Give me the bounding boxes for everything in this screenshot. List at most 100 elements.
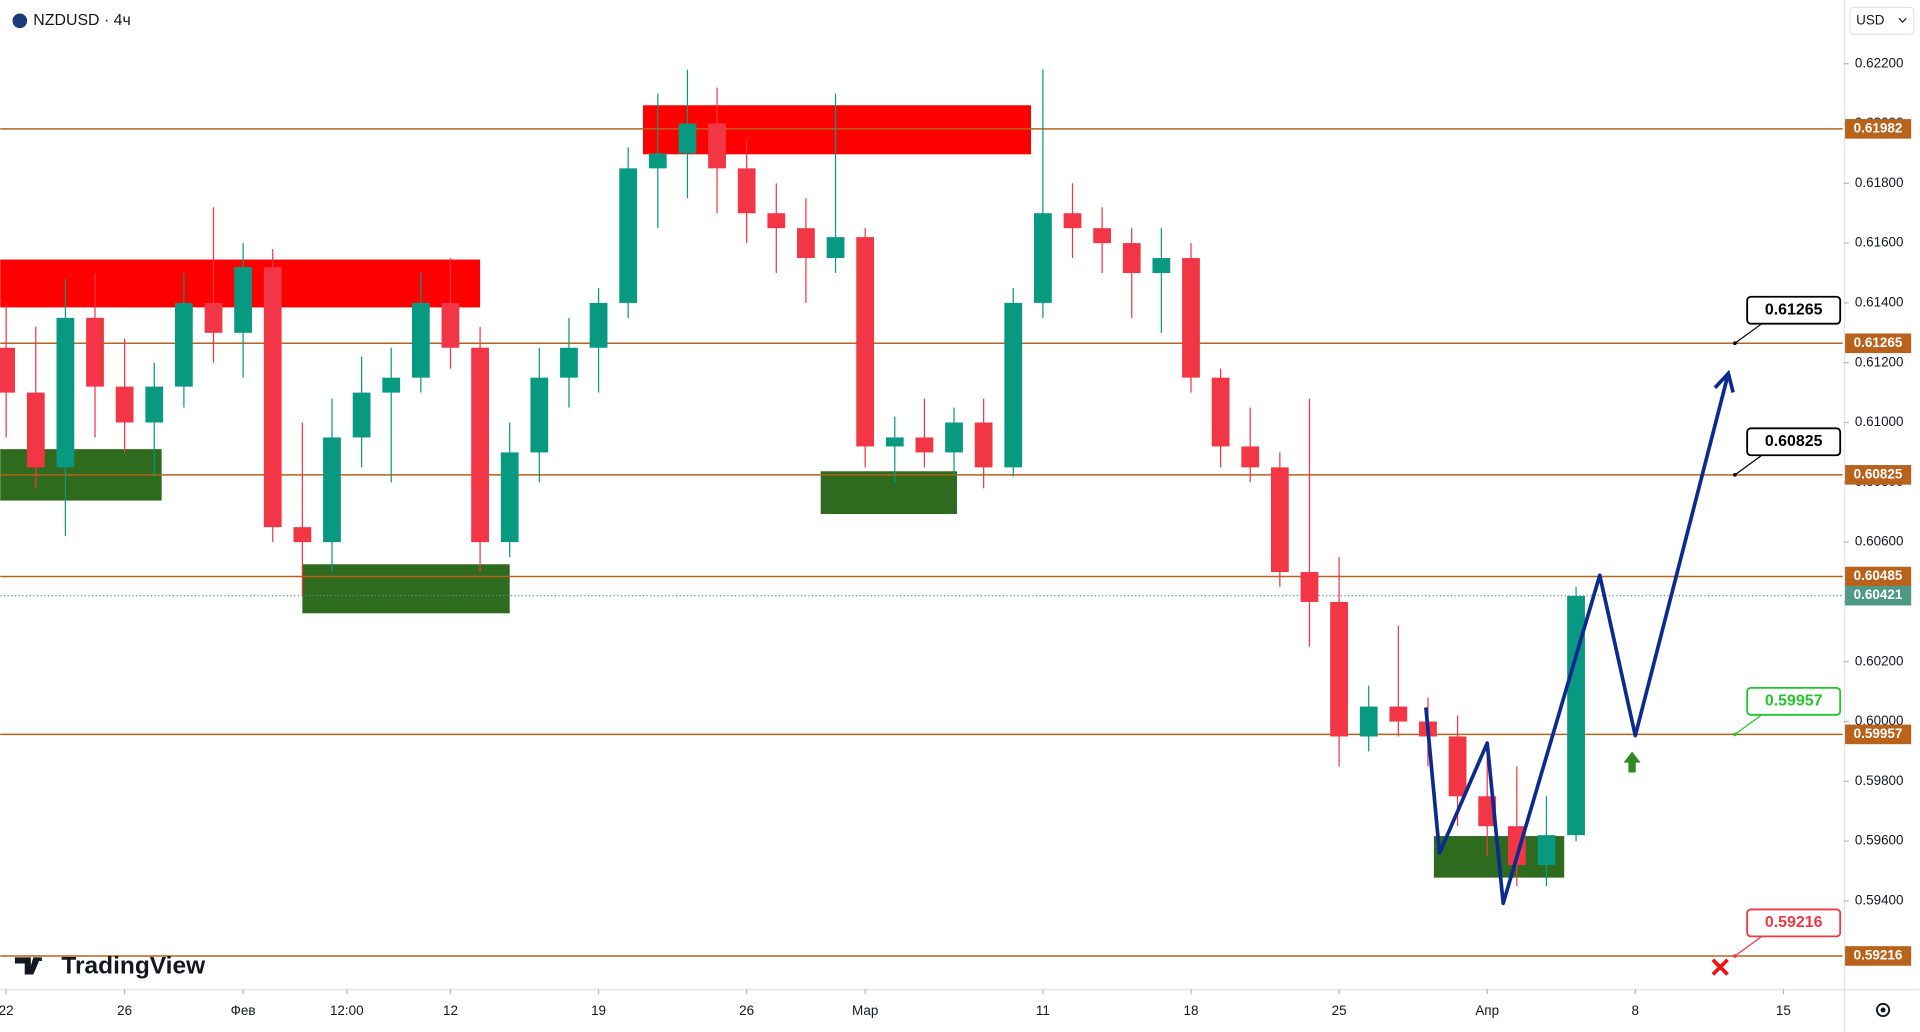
- dropdown-icon: [1898, 17, 1907, 23]
- y-tick-label: 0.61000: [1855, 414, 1904, 429]
- y-tick-label: 0.60600: [1855, 534, 1904, 549]
- callout-label: 0.59957: [1765, 693, 1823, 710]
- candle-body: [115, 386, 134, 423]
- candle-body: [0, 347, 16, 393]
- level-axis-label: 0.60825: [1854, 466, 1903, 481]
- callout-leader: [1734, 323, 1763, 344]
- candle-body: [471, 347, 489, 543]
- candle-body: [1241, 446, 1260, 468]
- candle-body: [1537, 835, 1556, 866]
- candle-body: [1448, 736, 1467, 797]
- candle-body: [1063, 213, 1082, 229]
- callout-box: [1746, 295, 1842, 325]
- candle-body: [1004, 302, 1023, 468]
- candle-body: [737, 168, 756, 214]
- x-tick-label: 25: [1332, 1003, 1347, 1018]
- level-axis-box: [1845, 946, 1912, 966]
- callout-box: [1746, 908, 1842, 938]
- callout-dot: [1733, 473, 1737, 477]
- candle-body: [1270, 467, 1289, 573]
- candle-body: [382, 377, 401, 393]
- candle-body: [323, 437, 341, 543]
- level-axis-label: 0.59957: [1854, 726, 1903, 741]
- candle-body: [619, 168, 638, 303]
- level-axis-label: 0.61982: [1854, 120, 1903, 135]
- callout-label: 0.60825: [1765, 433, 1823, 450]
- x-tick-label: Апр: [1475, 1003, 1499, 1018]
- last-price-label: 0.60421: [1854, 587, 1903, 602]
- watermark: TradingView: [61, 953, 206, 980]
- x-tick-label: Мар: [852, 1003, 878, 1018]
- candle-body: [1300, 572, 1319, 602]
- candle-body: [204, 302, 223, 333]
- x-tick-label: 12: [443, 1003, 458, 1018]
- level-axis-box: [1845, 333, 1912, 354]
- level-axis-label: 0.61265: [1854, 335, 1903, 350]
- candle-body: [1152, 258, 1171, 274]
- callout-dot: [1733, 732, 1737, 737]
- level-axis-box: [1845, 465, 1912, 485]
- callout-label: 0.59216: [1765, 914, 1823, 931]
- x-tick-label: 18: [1184, 1003, 1199, 1018]
- callout-leader: [1734, 714, 1763, 735]
- callout-box: [1746, 427, 1842, 457]
- flag-icon: [12, 13, 28, 29]
- currency[interactable]: USD: [1856, 12, 1885, 27]
- candle-body: [589, 302, 608, 348]
- candle-body: [441, 302, 460, 348]
- x-tick-label: 19: [591, 1003, 606, 1018]
- stop-marker: [1711, 958, 1729, 976]
- candle-body: [293, 527, 312, 543]
- currency-button[interactable]: [1849, 6, 1915, 35]
- settings-icon[interactable]: [1876, 1002, 1891, 1018]
- candle-body: [1182, 258, 1200, 378]
- y-tick-label: 0.59400: [1855, 893, 1904, 908]
- x-tick-label: 8: [1632, 1003, 1639, 1018]
- candle-body: [1122, 243, 1141, 274]
- settings-icon[interactable]: [1880, 1007, 1886, 1013]
- candle-body: [1033, 213, 1052, 303]
- supply-zone: [643, 105, 1032, 155]
- candle-body: [885, 437, 904, 447]
- y-tick-label: 0.61800: [1855, 175, 1904, 190]
- up-arrow-marker: [1623, 751, 1641, 773]
- candle-body: [945, 422, 963, 453]
- candle-body: [767, 213, 786, 229]
- candle-body: [648, 153, 667, 169]
- candle-body: [174, 302, 193, 387]
- y-tick-label: 0.61200: [1855, 354, 1904, 369]
- projection-arrowhead: [1713, 369, 1735, 393]
- candle-body: [1359, 706, 1378, 737]
- candle-body: [797, 228, 815, 259]
- candle-body: [826, 237, 845, 259]
- candle-body: [530, 377, 549, 453]
- x-tick-label: 11: [1036, 1003, 1050, 1018]
- candle-body: [86, 317, 104, 387]
- callout-box: [1746, 686, 1842, 716]
- candle-body: [856, 237, 875, 447]
- level-axis-box: [1845, 119, 1912, 139]
- level-axis-label: 0.60485: [1854, 568, 1903, 583]
- y-tick-label: 0.59600: [1855, 833, 1904, 848]
- callout-dot: [1733, 341, 1737, 346]
- y-tick-label: 0.61400: [1855, 294, 1904, 309]
- candle-body: [411, 302, 430, 378]
- x-tick-label: 26: [739, 1003, 754, 1018]
- candle-body: [500, 452, 519, 543]
- level-axis-box: [1845, 724, 1912, 745]
- y-tick-label: 0.60000: [1855, 713, 1904, 728]
- x-tick-label: 22: [0, 1003, 14, 1018]
- projection-path: [1424, 373, 1731, 906]
- candle-body: [974, 422, 993, 468]
- callout-label: 0.61265: [1765, 301, 1823, 318]
- y-tick-label: 0.60200: [1855, 653, 1904, 668]
- level-axis-label: 0.59216: [1854, 948, 1903, 963]
- candle-body: [1093, 228, 1112, 244]
- callout-leader: [1734, 454, 1763, 476]
- candle-body: [56, 317, 75, 468]
- candle-body: [708, 123, 726, 169]
- plot: [0, 69, 1843, 957]
- x-tick-label: 15: [1776, 1003, 1791, 1018]
